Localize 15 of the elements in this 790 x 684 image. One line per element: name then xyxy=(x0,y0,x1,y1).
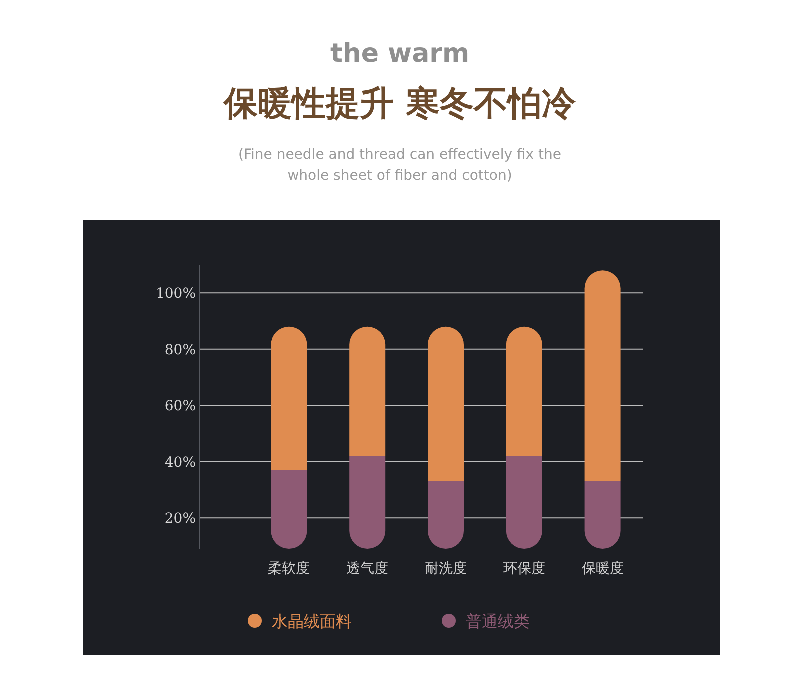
x-tick-label: 柔软度 xyxy=(268,561,310,577)
y-tick-label: 20% xyxy=(164,511,196,528)
x-tick-label: 保暖度 xyxy=(582,561,624,577)
x-tick-label: 环保度 xyxy=(503,561,546,577)
text: the warm xyxy=(330,39,470,69)
y-tick-label: 40% xyxy=(164,454,196,471)
x-tick-label: 透气度 xyxy=(346,561,389,577)
chart-title: 保暖性提升 寒冬不怕冷 xyxy=(222,84,577,124)
chart-subtitle: (Fine needle and thread can effectively fix the whole sheet of fiber and cotton) xyxy=(238,147,562,184)
y-tick-label: 100% xyxy=(156,286,196,302)
y-tick-label: 80% xyxy=(164,342,196,358)
legend-label: 水晶绒面料 xyxy=(272,612,352,631)
y-tick-label: 60% xyxy=(164,398,196,415)
x-tick-label: 耐洗度 xyxy=(425,561,467,577)
legend-label: 普通绒类 xyxy=(466,612,530,631)
